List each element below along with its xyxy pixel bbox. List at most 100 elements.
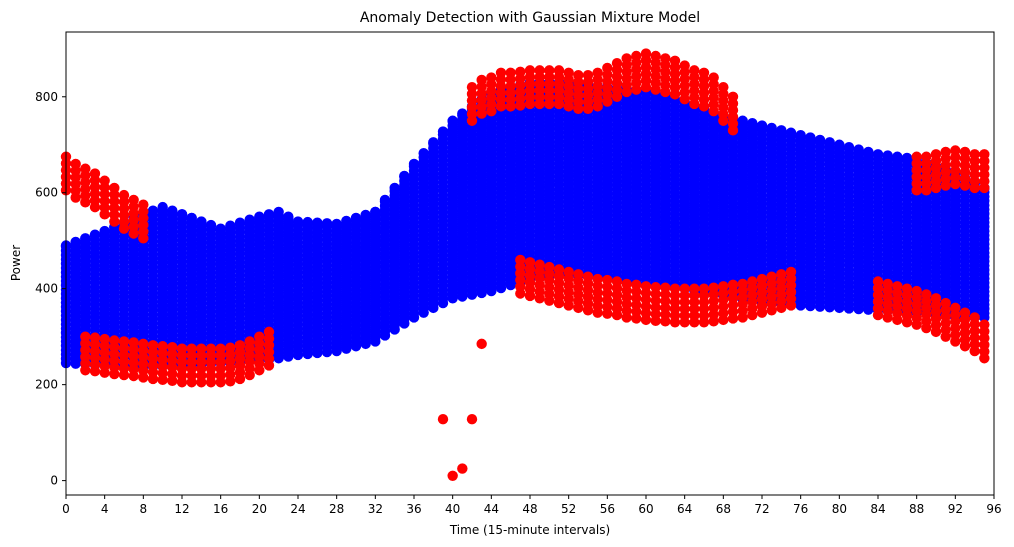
- normal-point: [756, 120, 768, 131]
- anomaly-point: [553, 264, 565, 275]
- anomaly-point: [650, 282, 661, 293]
- anomaly-point: [128, 228, 139, 239]
- anomaly-point: [495, 101, 507, 112]
- normal-point: [872, 149, 884, 160]
- anomaly-point: [621, 86, 632, 98]
- x-axis-label: Time (15-minute intervals): [449, 523, 610, 537]
- anomaly-point: [959, 180, 971, 191]
- anomaly-point: [611, 276, 623, 287]
- normal-point: [853, 144, 864, 155]
- normal-point: [389, 182, 400, 194]
- anomaly-point: [698, 283, 710, 294]
- anomaly-point: [689, 283, 700, 294]
- x-tick-label: 72: [754, 502, 769, 516]
- anomaly-point: [263, 326, 275, 338]
- anomaly-point: [737, 278, 748, 290]
- anomaly-point: [138, 233, 149, 244]
- x-tick-label: 44: [484, 502, 499, 516]
- x-tick-label: 96: [986, 502, 1001, 516]
- y-tick-label: 400: [35, 282, 58, 296]
- anomaly-point: [109, 216, 120, 227]
- normal-point: [795, 129, 806, 141]
- anomaly-point: [118, 336, 130, 347]
- anomaly-point: [486, 105, 497, 117]
- anomaly-point: [969, 312, 980, 323]
- anomaly-point: [785, 266, 797, 278]
- normal-point: [283, 211, 294, 222]
- anomaly-point: [476, 338, 487, 350]
- anomaly-point: [109, 335, 120, 346]
- normal-point: [766, 122, 777, 134]
- anomaly-point: [930, 182, 942, 194]
- x-tick-label: 28: [329, 502, 344, 516]
- normal-point: [350, 212, 362, 224]
- anomaly-point: [505, 101, 516, 112]
- normal-point: [901, 152, 913, 164]
- anomaly-point: [959, 307, 971, 318]
- anomaly-point: [563, 101, 574, 112]
- anomaly-point: [708, 105, 719, 117]
- normal-point: [292, 216, 304, 227]
- anomaly-point: [176, 343, 188, 354]
- normal-point: [457, 108, 468, 119]
- anomaly-point: [727, 279, 739, 291]
- anomaly-point: [698, 101, 710, 112]
- normal-point: [814, 134, 826, 146]
- x-axis: 0 4 8 12 16 20 24 28 32 36 40 44 48 52 56 60 64 68 72 76 80 8…: [62, 495, 1002, 516]
- anomaly-point: [631, 84, 642, 95]
- anomaly-point: [592, 273, 603, 285]
- y-axis: 0 200 400 600 800: [35, 90, 66, 488]
- x-tick-label: 12: [174, 502, 189, 516]
- x-tick-label: 56: [600, 502, 615, 516]
- anomaly-point: [640, 281, 652, 292]
- anomaly-point: [756, 273, 768, 285]
- normal-point: [360, 209, 371, 221]
- normal-point: [234, 217, 246, 228]
- x-tick-label: 76: [793, 502, 808, 516]
- anomaly-point: [215, 343, 226, 354]
- anomaly-point: [582, 271, 594, 282]
- anomaly-point: [118, 223, 130, 234]
- anomaly-point: [573, 269, 584, 280]
- x-tick-label: 88: [909, 502, 924, 516]
- anomaly-point: [437, 413, 449, 425]
- anomaly-point: [679, 93, 690, 105]
- anomaly-point: [544, 98, 555, 110]
- anomaly-point: [254, 331, 265, 342]
- normal-point: [437, 126, 449, 137]
- anomaly-point: [466, 115, 478, 126]
- normal-point: [776, 125, 787, 136]
- anomaly-point: [99, 209, 110, 220]
- anomaly-point: [727, 125, 739, 136]
- anomaly-point: [476, 108, 487, 119]
- y-axis-label: Power: [9, 245, 23, 281]
- x-tick-label: 60: [638, 502, 653, 516]
- anomaly-point: [979, 182, 990, 194]
- anomaly-point: [718, 115, 729, 126]
- anomaly-point: [689, 98, 700, 110]
- anomaly-point: [631, 279, 642, 291]
- normal-point: [834, 139, 845, 150]
- normal-point: [805, 132, 816, 143]
- normal-point: [80, 233, 91, 244]
- normal-point: [273, 206, 284, 218]
- anomaly-point: [138, 338, 149, 350]
- normal-point: [167, 205, 178, 216]
- y-tick-label: 600: [35, 186, 58, 200]
- anomaly-point: [621, 278, 632, 290]
- normal-point: [157, 201, 168, 213]
- anomaly-point: [225, 342, 236, 353]
- anomaly-point: [602, 274, 613, 286]
- anomaly-point: [553, 98, 565, 110]
- x-tick-label: 68: [716, 502, 731, 516]
- anomaly-point: [969, 182, 980, 194]
- x-tick-label: 20: [252, 502, 267, 516]
- x-tick-label: 92: [948, 502, 963, 516]
- x-tick-label: 48: [522, 502, 537, 516]
- normal-point: [99, 225, 110, 237]
- anomaly-point: [708, 282, 719, 293]
- anomaly-point: [157, 341, 168, 352]
- anomaly-point: [940, 180, 951, 191]
- normal-point: [263, 209, 275, 220]
- normal-point: [785, 127, 797, 138]
